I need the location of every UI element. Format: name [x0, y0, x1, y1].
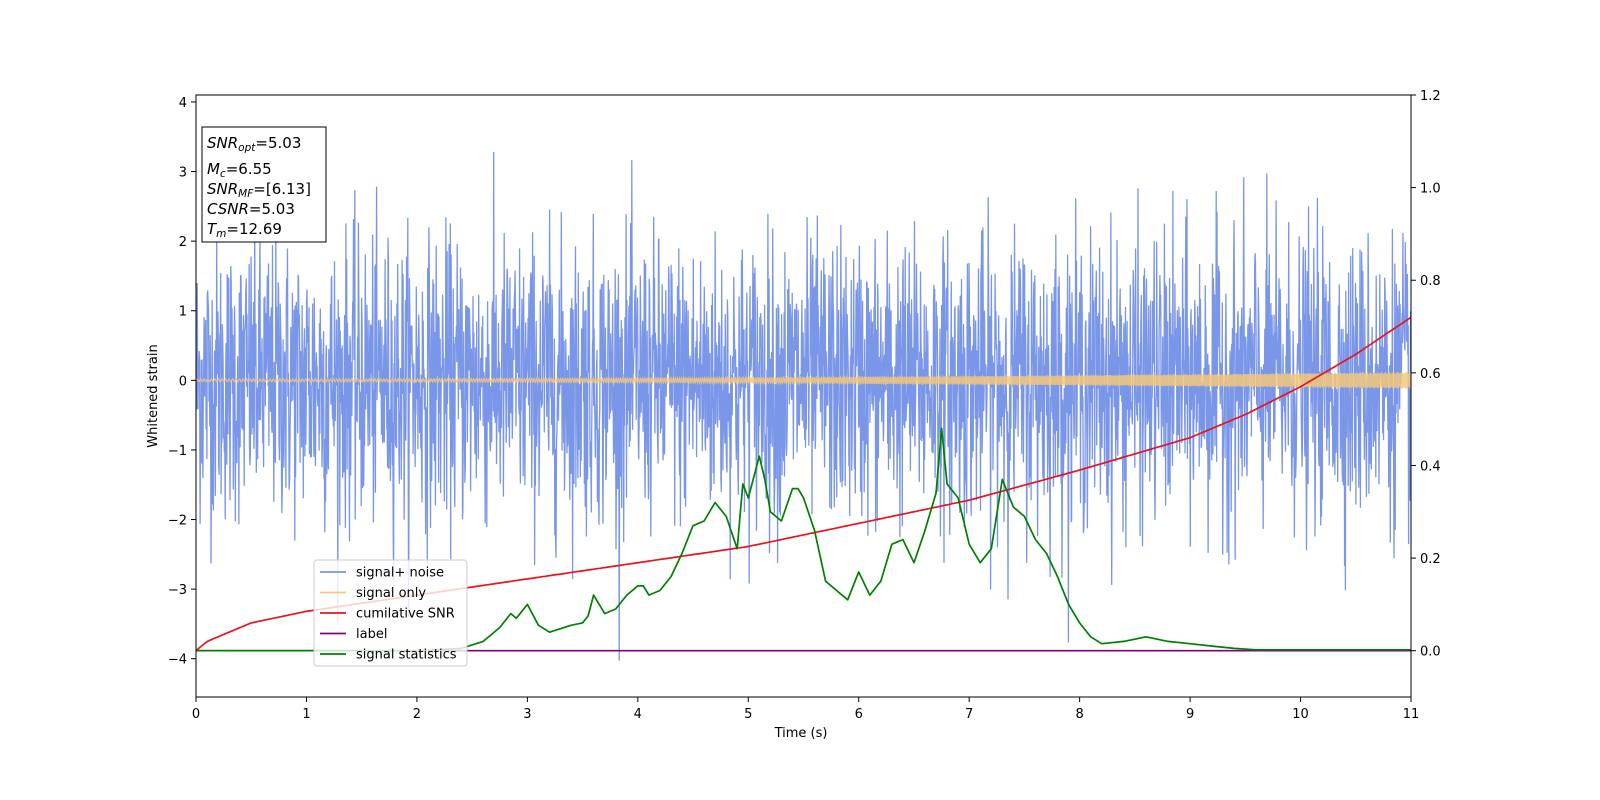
- x-tick-label: 1: [302, 707, 310, 722]
- x-tick-label: 5: [744, 707, 752, 722]
- y2-tick-label: 1.0: [1420, 182, 1441, 197]
- y2-tick-label: 0.4: [1420, 459, 1441, 474]
- y2-tick-label: 0.0: [1420, 645, 1441, 660]
- y-tick-label: 3: [179, 166, 187, 181]
- y-tick-label: −2: [168, 514, 187, 529]
- y-tick-label: −1: [168, 444, 187, 459]
- y-tick-label: 2: [179, 235, 187, 250]
- x-tick-label: 10: [1292, 707, 1309, 722]
- x-tick-label: 7: [965, 707, 973, 722]
- legend: signal+ noise signal only cumilative SNR la…: [313, 559, 468, 667]
- y-tick-label: 0: [179, 374, 187, 389]
- x-tick-label: 6: [855, 707, 863, 722]
- legend-label: signal statistics: [356, 648, 457, 663]
- legend-label: signal only: [356, 586, 426, 601]
- x-tick-label: 0: [192, 707, 200, 722]
- legend-label: cumilative SNR: [356, 607, 455, 622]
- annotation-line: SNRMF=[6.13]: [207, 180, 311, 200]
- x-tick-label: 9: [1186, 707, 1194, 722]
- plot-frame: [195, 94, 1412, 698]
- y-tick-label: 1: [179, 305, 187, 320]
- x-tick-label: 3: [523, 707, 531, 722]
- x-tick-label: 8: [1075, 707, 1083, 722]
- x-tick-label: 11: [1403, 707, 1420, 722]
- x-tick-label: 2: [413, 707, 421, 722]
- y-tick-label: 4: [179, 96, 187, 111]
- series-signal-only: [196, 372, 1411, 389]
- y-axis-label: Whitened strain: [146, 344, 161, 447]
- annotation-line: Tm=12.69: [207, 220, 282, 240]
- y2-tick-label: 0.6: [1420, 367, 1441, 382]
- y2-tick-label: 0.2: [1420, 552, 1441, 567]
- x-tick-label: 4: [634, 707, 642, 722]
- series-signal-statistics: [196, 427, 1411, 652]
- x-axis: 0 1 2 3 4 5 6 7 8 9 10 11: [192, 697, 1419, 722]
- x-axis-label: Time (s): [774, 726, 828, 741]
- y-axis-right: 0.0 0.2 0.4 0.6 0.8 1.0 1.2: [1411, 89, 1441, 660]
- y2-tick-label: 0.8: [1420, 274, 1441, 289]
- annotation-line: Mc=6.55: [207, 160, 272, 180]
- legend-label: signal+ noise: [356, 566, 444, 581]
- y-tick-label: −4: [168, 653, 187, 668]
- annotation-line: CSNR=5.03: [207, 200, 295, 218]
- annotation-line: SNRopt=5.03: [207, 134, 301, 154]
- legend-label: label: [356, 627, 387, 642]
- y2-tick-label: 1.2: [1420, 89, 1441, 104]
- y-tick-label: −3: [168, 583, 187, 598]
- y-axis-left: −4 −3 −2 −1 0 1 2 3 4: [168, 96, 196, 668]
